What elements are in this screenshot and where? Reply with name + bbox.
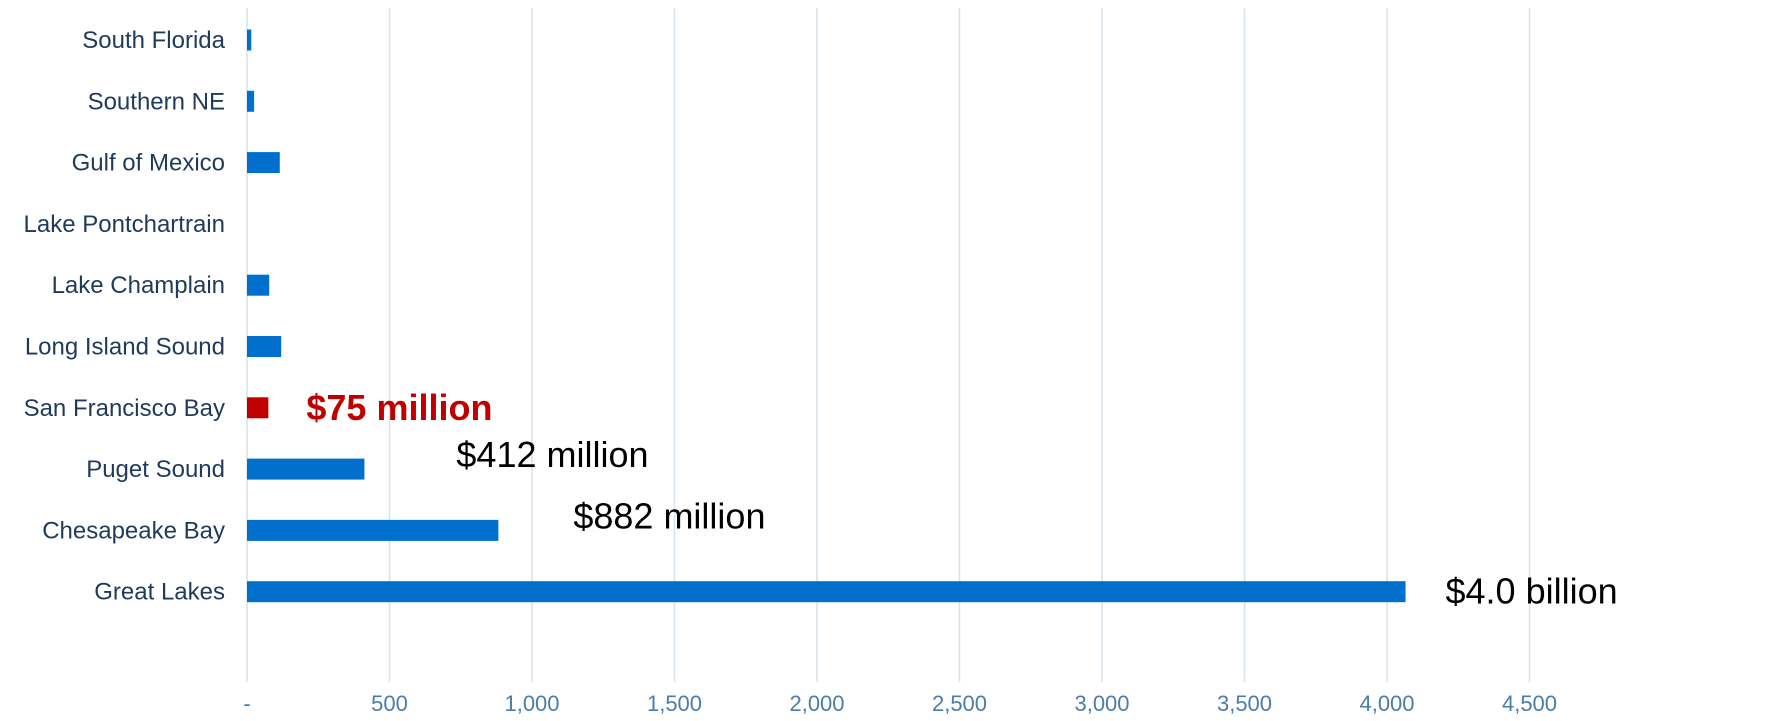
bars <box>247 29 1406 603</box>
category-label: Great Lakes <box>94 579 225 606</box>
bar-chesapeake-bay <box>247 519 499 541</box>
category-label: Southern NE <box>88 88 225 115</box>
bar-lake-champlain <box>247 274 270 296</box>
x-tick-label: 500 <box>371 691 408 716</box>
bar-south-florida <box>247 29 252 51</box>
category-labels: South Florida Southern NE Gulf of Mexico La… <box>24 27 226 606</box>
annotation-label: $75 million <box>306 387 492 428</box>
annotation-label: $882 million <box>573 495 765 536</box>
bar-gulf-of-mexico <box>247 152 280 174</box>
bar-southern-ne <box>247 90 255 112</box>
x-tick-label: 3,500 <box>1217 691 1272 716</box>
annotation-label: $4.0 billion <box>1446 571 1618 612</box>
x-tick-label: 1,000 <box>504 691 559 716</box>
category-label: Long Island Sound <box>25 334 225 361</box>
bar-great-lakes <box>247 581 1406 603</box>
category-label: Chesapeake Bay <box>42 517 225 544</box>
annotations: $75 million $412 million $882 million $4.0 … <box>306 387 1617 612</box>
gridlines <box>246 8 1531 682</box>
category-label: San Francisco Bay <box>24 395 225 422</box>
bar-puget-sound <box>247 458 365 480</box>
x-tick-label: 4,000 <box>1359 691 1414 716</box>
bar-san-francisco-bay <box>247 397 269 419</box>
x-tick-label: 2,000 <box>789 691 844 716</box>
category-label: Lake Pontchartrain <box>24 211 225 238</box>
x-tick-label: 4,500 <box>1502 691 1557 716</box>
x-tick-label: - <box>243 691 250 716</box>
x-tick-labels: - 500 1,000 1,500 2,000 2,500 3,000 3,500 4,000 4… <box>243 691 1557 716</box>
category-label: Gulf of Mexico <box>72 150 225 177</box>
category-label: Lake Champlain <box>52 272 225 299</box>
x-tick-label: 1,500 <box>647 691 702 716</box>
bar-long-island-sound <box>247 336 282 357</box>
x-tick-label: 2,500 <box>932 691 987 716</box>
x-tick-label: 3,000 <box>1074 691 1129 716</box>
category-label: Puget Sound <box>86 456 225 483</box>
annotation-label: $412 million <box>456 434 648 475</box>
category-label: South Florida <box>82 27 225 54</box>
